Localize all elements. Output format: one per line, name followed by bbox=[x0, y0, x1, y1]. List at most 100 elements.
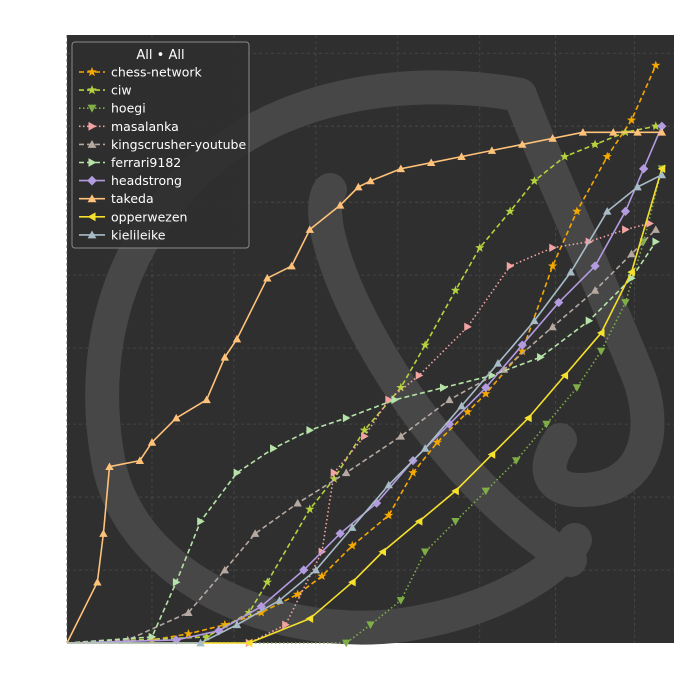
point-takeda-17 bbox=[427, 158, 436, 167]
point-ciw-2 bbox=[244, 607, 254, 617]
legend-label: ciw bbox=[111, 83, 132, 98]
point-takeda-18 bbox=[457, 152, 466, 160]
point-ferrari9182-5 bbox=[270, 444, 278, 453]
legend-title: All • All bbox=[136, 48, 184, 63]
series-opperwezen bbox=[67, 164, 666, 648]
point-takeda-6 bbox=[172, 413, 181, 422]
legend-label: chess-network bbox=[111, 65, 203, 80]
point-ferrari9182-7 bbox=[342, 413, 351, 423]
point-kingscrusher-youtube-3 bbox=[220, 565, 230, 574]
point-ciw-4 bbox=[305, 504, 315, 514]
legend-swatch-marker bbox=[87, 194, 97, 203]
point-ciw-3 bbox=[262, 577, 272, 587]
legend-swatch-marker bbox=[87, 85, 97, 95]
point-kingscrusher-youtube-10 bbox=[548, 322, 557, 331]
point-ciw-13 bbox=[560, 151, 570, 161]
point-chess-network-5 bbox=[293, 589, 303, 599]
point-takeda-12 bbox=[305, 225, 314, 233]
legend-label: masalanka bbox=[111, 119, 179, 134]
point-takeda-25 bbox=[657, 128, 667, 136]
point-ciw-1 bbox=[202, 632, 212, 641]
point-kingscrusher-youtube-8 bbox=[445, 395, 454, 404]
point-kielileike-7 bbox=[420, 444, 430, 452]
point-kielileike-3 bbox=[275, 596, 284, 604]
point-opperwezen-9 bbox=[560, 371, 569, 380]
legend-entry-kingscrusher-youtube: kingscrusher-youtube bbox=[79, 137, 246, 152]
point-opperwezen-5 bbox=[414, 517, 423, 526]
point-headstrong-12 bbox=[590, 261, 600, 271]
point-kingscrusher-youtube-12 bbox=[627, 249, 636, 258]
point-ciw-5 bbox=[329, 474, 339, 483]
point-chess-network-2 bbox=[183, 629, 193, 638]
point-chess-network-12 bbox=[481, 388, 491, 398]
legend-entry-headstrong: headstrong bbox=[79, 173, 182, 188]
legend-swatch-marker bbox=[87, 140, 97, 148]
legend-swatch-marker bbox=[88, 158, 97, 167]
series-takeda bbox=[66, 128, 667, 644]
legend-label: ferrari9182 bbox=[111, 155, 181, 170]
legend-label: headstrong bbox=[111, 173, 182, 188]
point-masalanka-2 bbox=[282, 620, 290, 629]
point-chess-network-13 bbox=[517, 346, 527, 356]
point-opperwezen-10 bbox=[596, 328, 605, 338]
point-opperwezen-11 bbox=[627, 267, 635, 277]
point-hoegi-7 bbox=[511, 457, 521, 465]
point-ferrari9182-1 bbox=[148, 632, 157, 642]
point-takeda-9 bbox=[232, 334, 242, 343]
series-chess-network bbox=[66, 60, 661, 644]
point-masalanka-12 bbox=[622, 225, 630, 234]
point-ferrari9182-10 bbox=[488, 371, 497, 380]
legend-swatch-marker bbox=[87, 212, 96, 222]
legend-entries: chess-network ciw hoegi masalanka kingscrush… bbox=[79, 65, 246, 242]
legend-label: takeda bbox=[111, 191, 154, 206]
point-headstrong-11 bbox=[554, 297, 564, 308]
point-kielileike-2 bbox=[232, 620, 242, 629]
point-takeda-2 bbox=[99, 529, 108, 537]
point-hoegi-11 bbox=[621, 299, 630, 307]
point-masalanka-9 bbox=[506, 261, 515, 271]
legend-entry-chess-network: chess-network bbox=[79, 65, 203, 80]
point-chess-network-11 bbox=[463, 407, 473, 416]
series-line-kingscrusher-youtube bbox=[66, 228, 657, 644]
legend-swatch-marker bbox=[87, 175, 97, 186]
point-kielileike-14 bbox=[657, 170, 667, 179]
legend-entry-kielileike: kielileike bbox=[79, 227, 166, 242]
point-kingscrusher-youtube-13 bbox=[651, 225, 660, 233]
point-opperwezen-4 bbox=[378, 547, 386, 556]
point-kingscrusher-youtube-6 bbox=[342, 468, 351, 477]
point-chess-network-4 bbox=[256, 607, 266, 617]
point-opperwezen-12 bbox=[657, 164, 666, 173]
point-opperwezen-7 bbox=[487, 450, 496, 459]
point-kielileike-6 bbox=[384, 480, 393, 489]
point-opperwezen-3 bbox=[348, 578, 356, 587]
point-headstrong-13 bbox=[620, 206, 631, 216]
point-masalanka-10 bbox=[549, 243, 557, 252]
point-kingscrusher-youtube-5 bbox=[293, 498, 302, 507]
point-opperwezen-2 bbox=[305, 614, 314, 623]
point-kielileike-1 bbox=[196, 638, 205, 647]
legend-entry-ciw: ciw bbox=[79, 83, 132, 98]
point-chess-network-6 bbox=[317, 571, 327, 581]
legend-entry-opperwezen: opperwezen bbox=[79, 209, 187, 224]
point-takeda-5 bbox=[147, 438, 157, 446]
point-chess-network-18 bbox=[651, 60, 661, 70]
point-kielileike-12 bbox=[603, 207, 612, 215]
point-ciw-14 bbox=[590, 139, 600, 149]
legend: All • All chess-network ciw hoegi masalanka… bbox=[71, 41, 250, 249]
point-headstrong-15 bbox=[657, 121, 667, 131]
point-ciw-9 bbox=[450, 285, 461, 295]
legend-label: hoegi bbox=[111, 101, 146, 116]
point-kielileike-5 bbox=[348, 523, 357, 531]
point-takeda-4 bbox=[135, 456, 145, 464]
point-chess-network-14 bbox=[548, 261, 558, 270]
point-hoegi-6 bbox=[481, 487, 491, 496]
point-opperwezen-6 bbox=[451, 486, 459, 496]
legend-entry-masalanka: masalanka bbox=[79, 119, 179, 134]
series-line-masalanka bbox=[67, 222, 650, 644]
point-kingscrusher-youtube-4 bbox=[250, 529, 260, 537]
legend-label: opperwezen bbox=[111, 209, 187, 224]
point-kielileike-4 bbox=[311, 565, 321, 574]
point-takeda-1 bbox=[93, 578, 102, 586]
point-headstrong-10 bbox=[517, 340, 527, 350]
point-ferrari9182-12 bbox=[585, 316, 594, 325]
